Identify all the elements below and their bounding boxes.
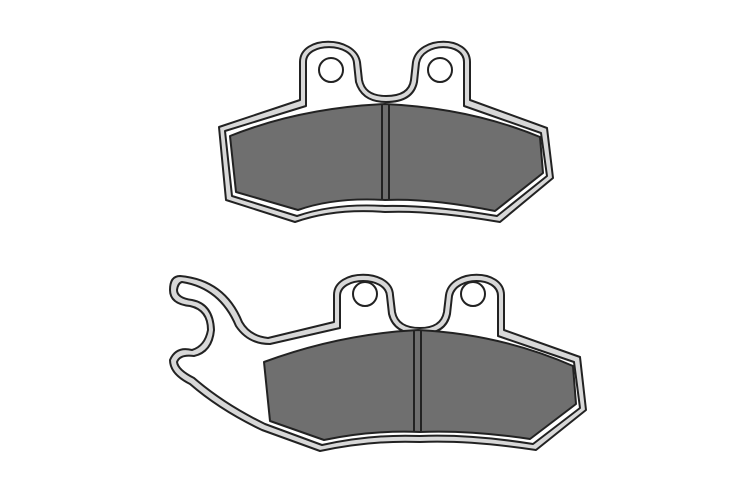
upper-brake-pad	[218, 40, 554, 223]
upper-friction-material	[229, 103, 544, 212]
upper-right-hole	[427, 57, 453, 83]
lower-right-hole	[460, 281, 486, 307]
lower-left-hole	[352, 281, 378, 307]
upper-left-hole	[318, 57, 344, 83]
lower-brake-pad	[169, 273, 587, 452]
